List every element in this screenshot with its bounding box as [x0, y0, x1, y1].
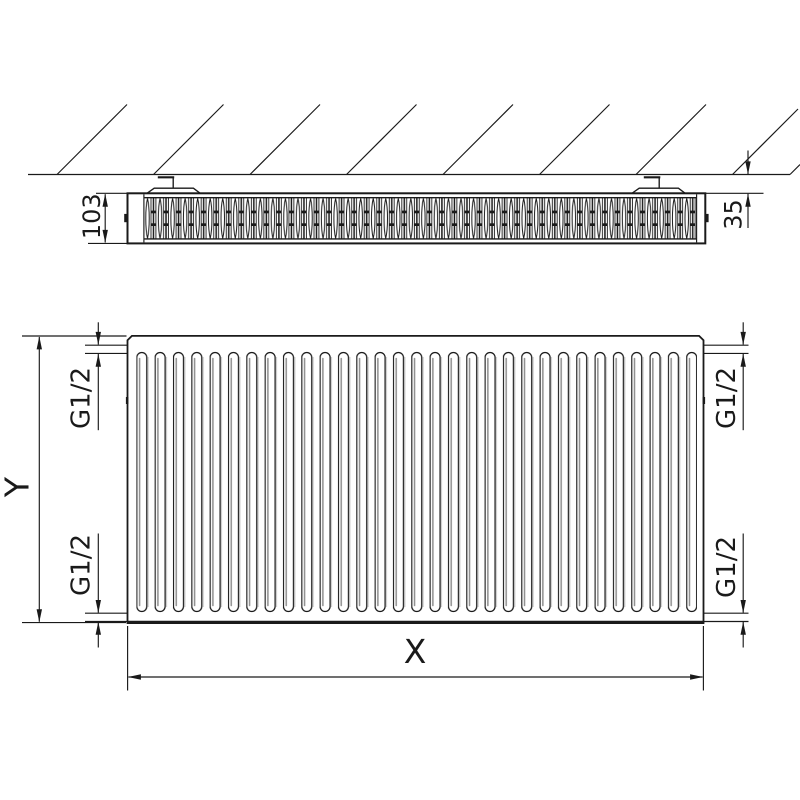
edge-mark-right [702, 397, 706, 404]
front-grooves [136, 336, 698, 621]
radiator-front-view [125, 335, 706, 624]
dimension-wall-gap: 35 [706, 150, 764, 230]
connection-bottom-left: G1/2 [66, 533, 128, 648]
arrow-up-icon [95, 621, 101, 635]
height-label: Y [0, 476, 36, 498]
arrow-down-icon [102, 229, 108, 243]
mounting-bracket-left [144, 176, 203, 194]
depth-label: 103 [78, 193, 106, 239]
edge-mark-left [125, 397, 129, 404]
arrow-down-icon [745, 161, 751, 175]
convector-fins [144, 197, 697, 239]
hatch-lines [56, 104, 800, 175]
arrow-down-icon [740, 331, 746, 345]
arrow-down-icon [36, 609, 42, 623]
thread-label: G1/2 [66, 534, 96, 596]
connection-nub-left [124, 213, 128, 223]
arrow-up-icon [740, 621, 746, 635]
arrow-down-icon [95, 331, 101, 345]
arrow-up-icon [740, 353, 746, 367]
thread-label: G1/2 [66, 367, 96, 429]
width-label: X [404, 632, 427, 671]
arrow-up-icon [95, 353, 101, 367]
dimension-height: Y [0, 335, 127, 624]
connection-bottom-right: G1/2 [703, 533, 749, 648]
connection-top-right: G1/2 [703, 322, 749, 431]
arrow-up-icon [745, 193, 751, 207]
radiator-top-view [124, 192, 709, 245]
thread-label: G1/2 [712, 536, 742, 598]
arrow-up-icon [36, 336, 42, 350]
connection-top-left: G1/2 [66, 322, 128, 431]
arrow-right-icon [690, 674, 704, 680]
front-view: Y X G1/2 G1/2 [0, 322, 749, 691]
mounting-bracket-right [629, 176, 688, 194]
arrow-up-icon [102, 193, 108, 207]
arrow-left-icon [127, 674, 141, 680]
arrow-down-icon [95, 600, 101, 613]
arrow-down-icon [740, 600, 746, 613]
dimension-depth: 103 [78, 192, 127, 244]
top-view: 103 35 [28, 104, 800, 245]
wall-gap-label: 35 [719, 199, 747, 230]
thread-label: G1/2 [712, 367, 742, 429]
wall-hatching [28, 104, 800, 176]
dimension-width: X [127, 626, 704, 691]
connection-nub-right [705, 213, 709, 223]
